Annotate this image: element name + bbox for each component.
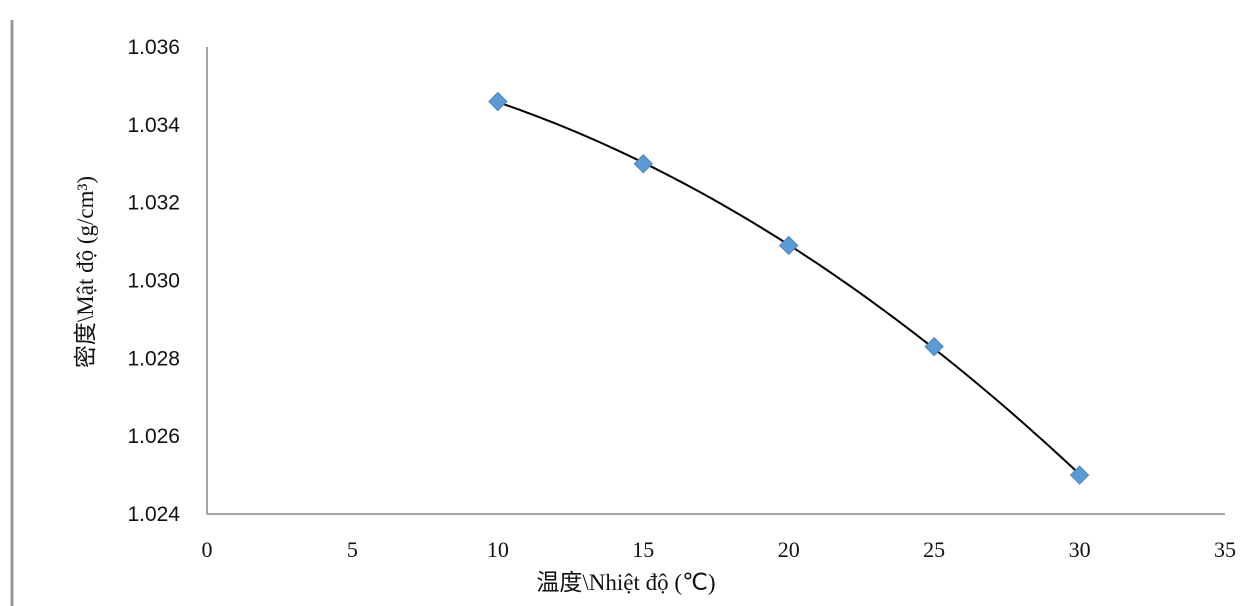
y-tick-label: 1.036 (127, 36, 180, 59)
x-tick-label: 5 (347, 537, 358, 562)
x-axis-label: 温度\Nhiệt độ (℃) (536, 570, 715, 595)
data-point-marker (1069, 465, 1090, 485)
y-tick-label: 1.028 (127, 347, 180, 370)
y-tick-label: 1.034 (127, 114, 180, 137)
y-tick-label: 1.032 (127, 192, 180, 215)
x-tick-label: 15 (632, 537, 654, 562)
data-points (488, 91, 1090, 485)
y-axis-ticks: 1.024 1.026 1.028 1.030 1.032 1.034 1.036 (127, 36, 180, 526)
data-point-marker (488, 91, 508, 112)
x-tick-label: 30 (1069, 537, 1091, 562)
x-tick-label: 25 (923, 537, 945, 562)
chart-axes (206, 47, 1225, 515)
x-tick-label: 0 (202, 537, 213, 562)
data-point-marker (633, 154, 653, 174)
data-point-marker (924, 336, 944, 357)
data-point-marker (779, 235, 799, 256)
x-axis-ticks: 0 5 10 15 20 25 30 35 (202, 537, 1237, 562)
y-tick-label: 1.026 (127, 425, 180, 448)
x-tick-label: 10 (487, 537, 509, 562)
trendline (497, 101, 1081, 475)
y-axis-label: 密度\Mật độ (g/cm³) (73, 176, 98, 368)
x-tick-label: 35 (1214, 537, 1236, 562)
y-tick-label: 1.024 (127, 503, 180, 526)
x-tick-label: 20 (778, 537, 800, 562)
y-tick-label: 1.030 (127, 270, 180, 293)
